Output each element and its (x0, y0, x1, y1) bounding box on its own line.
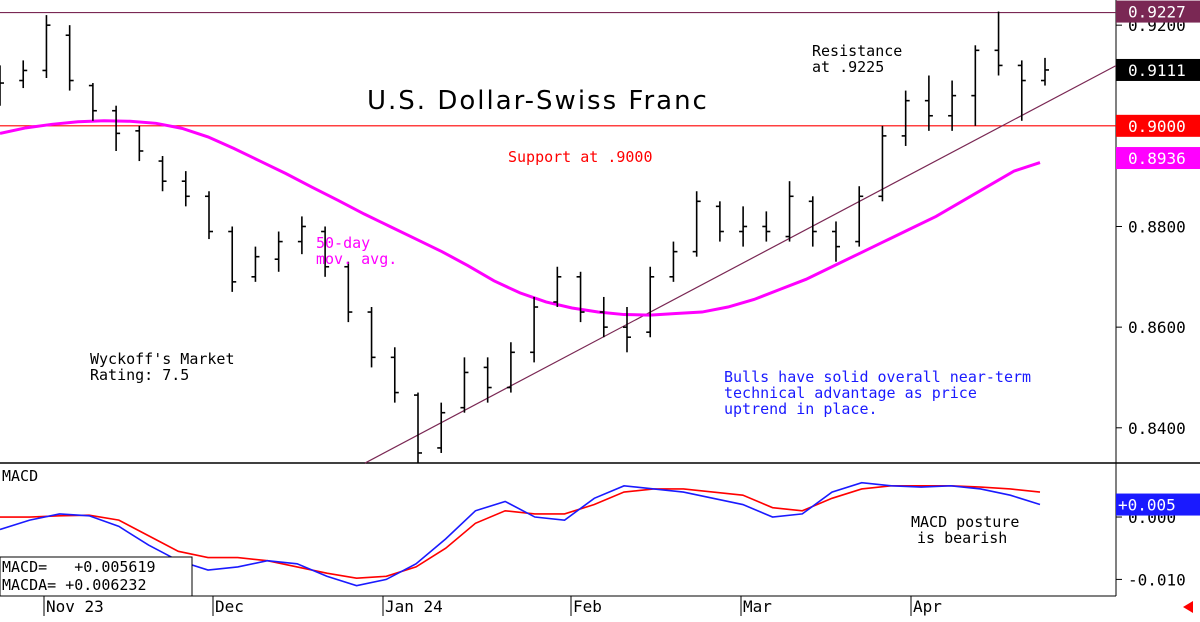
market-rating-line-1: Wyckoff's Market (90, 350, 235, 368)
uptrend-line (364, 65, 1117, 464)
price-bar (205, 191, 213, 240)
price-bar (669, 241, 678, 282)
price-label-box (1116, 114, 1200, 137)
price-bar (924, 75, 933, 131)
date-axis-tick-label: Mar (743, 597, 772, 616)
resistance-label-line-2: at .9225 (812, 58, 884, 76)
price-axis-tick-label: 0.8400 (1128, 419, 1186, 438)
moving-average-label: 50-day mov. avg. (316, 234, 397, 268)
price-bar (530, 296, 539, 363)
price-bar (832, 221, 840, 262)
chart-title: U.S. Dollar-Swiss Franc (367, 86, 709, 116)
macd-readout-box (0, 556, 193, 597)
price-label-box (1116, 0, 1200, 23)
price-bar (506, 342, 515, 393)
date-axis-tick-label: Nov 23 (46, 597, 104, 616)
price-bar (367, 307, 376, 368)
support-label: Support at .9000 (508, 148, 653, 166)
price-axis-tick-label: 0.8600 (1128, 318, 1186, 337)
price-bar (390, 347, 399, 403)
price-bar (855, 186, 864, 247)
commentary-line-2: technical advantage as price (724, 384, 977, 402)
price-bar (181, 171, 190, 207)
price-label-text: 0.9227 (1128, 3, 1186, 22)
price-bar (971, 45, 980, 126)
price-bar (321, 226, 330, 277)
macd-signal-line (0, 485, 1041, 579)
price-bar (344, 261, 353, 323)
price-bar (762, 211, 771, 242)
price-bar (88, 83, 97, 121)
moving-average-label-line-1: 50-day (316, 234, 370, 252)
price-bar (483, 357, 492, 403)
price-bar (948, 80, 957, 131)
market-rating-line-2: Rating: 7.5 (90, 366, 189, 384)
price-bar (274, 231, 283, 272)
macd-note: MACD posture is bearish (911, 513, 1028, 547)
commentary-line-1: Bulls have solid overall near-term (724, 368, 1031, 386)
price-bar (1041, 57, 1049, 86)
price-bar (460, 357, 469, 413)
price-bar (19, 60, 28, 89)
moving-average-label-line-2: mov. avg. (316, 250, 397, 268)
date-axis-tick-label: Apr (913, 597, 942, 616)
price-bar (715, 201, 724, 242)
macd-axis-tick-label: -0.010 (1128, 570, 1186, 589)
price-bar (994, 11, 1003, 76)
price-bar (1017, 60, 1026, 121)
price-bar (158, 156, 167, 192)
macd-value-text: +0.005 (1118, 496, 1176, 515)
price-label-text: 0.9000 (1128, 117, 1186, 136)
macd-readout: MACD= +0.005619 (2, 558, 156, 576)
price-bar (901, 90, 910, 146)
price-label-text: 0.8936 (1128, 149, 1186, 168)
commentary-line-3: uptrend in place. (724, 400, 878, 418)
macd-note-line-2: is bearish (917, 529, 1007, 547)
scroll-left-arrow-icon[interactable] (1183, 601, 1193, 613)
price-bar (553, 266, 562, 308)
price-bar (437, 402, 446, 453)
price-bar (112, 105, 121, 151)
price-bar (414, 392, 422, 464)
price-bar (251, 246, 260, 282)
price-bar (692, 191, 701, 257)
price-bar (297, 216, 306, 255)
price-axis-tick-label: 0.8800 (1128, 217, 1186, 236)
resistance-label-line-1: Resistance (812, 42, 902, 60)
price-label-text: 0.9111 (1128, 61, 1186, 80)
resistance-label: Resistance at .9225 (812, 42, 911, 76)
macd-panel-label: MACD (2, 467, 38, 485)
price-bar (646, 266, 655, 338)
date-axis-tick-label: Jan 24 (385, 597, 443, 616)
price-bar (785, 181, 794, 242)
price-label-box (1116, 147, 1200, 170)
price-bar (576, 271, 585, 323)
macd-note-line-1: MACD posture (911, 513, 1019, 531)
moving-average-line (0, 119, 1041, 317)
price-bar (42, 15, 51, 79)
macda-readout: MACDA= +0.006232 (2, 576, 147, 594)
price-bar (65, 25, 74, 91)
commentary: Bulls have solid overall near-term techn… (724, 368, 1040, 418)
price-bar (135, 125, 144, 162)
date-axis-tick-label: Feb (573, 597, 602, 616)
price-label-box (1116, 58, 1200, 81)
price-bar (0, 65, 4, 106)
date-axis-tick-label: Dec (215, 597, 244, 616)
market-rating: Wyckoff's Market Rating: 7.5 (90, 350, 244, 384)
price-bar (878, 125, 887, 202)
price-bar (739, 206, 748, 247)
price-bar (808, 196, 817, 247)
price-bar (228, 226, 237, 292)
price-bar (623, 307, 631, 353)
price-bar (599, 296, 608, 338)
macd-value-box (1116, 493, 1200, 516)
